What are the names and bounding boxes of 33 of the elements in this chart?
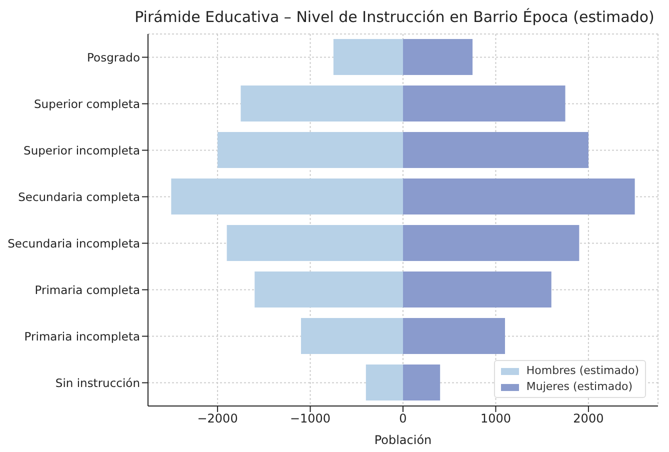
bar bbox=[403, 225, 580, 261]
bar bbox=[333, 39, 403, 75]
x-axis-title: Población bbox=[374, 433, 432, 447]
bar bbox=[218, 132, 403, 168]
bar bbox=[240, 86, 403, 122]
y-tick-label: Secundaria completa bbox=[18, 190, 140, 204]
bar bbox=[403, 318, 505, 354]
y-tick-label: Sin instrucción bbox=[55, 376, 140, 390]
y-tick-label: Primaria incompleta bbox=[24, 329, 140, 344]
x-tick-label: −2000 bbox=[197, 412, 238, 426]
bar bbox=[403, 178, 635, 214]
legend-label: Hombres (estimado) bbox=[525, 363, 639, 379]
bar bbox=[403, 132, 588, 168]
bar bbox=[226, 225, 403, 261]
y-tick-label: Superior completa bbox=[34, 96, 140, 111]
y-tick-label: Superior incompleta bbox=[24, 143, 140, 158]
bar bbox=[403, 272, 552, 308]
y-tick-label: Primaria completa bbox=[34, 282, 140, 297]
x-tick-label: 2000 bbox=[573, 412, 604, 426]
legend-label: Mujeres (estimado) bbox=[525, 379, 634, 395]
bar bbox=[403, 39, 473, 75]
x-tick-label: 0 bbox=[399, 412, 407, 426]
y-tick-label: Posgrado bbox=[87, 50, 140, 64]
x-tick-label: 1000 bbox=[480, 412, 511, 426]
y-tick-label: Secundaria incompleta bbox=[8, 236, 140, 250]
chart-title: Pirámide Educativa – Nivel de Instrucción en Barrio Época (estimado) bbox=[134, 8, 656, 28]
bar bbox=[254, 272, 403, 308]
x-tick-label: −1000 bbox=[290, 412, 331, 426]
bar bbox=[403, 86, 566, 122]
bar bbox=[403, 364, 440, 400]
bar bbox=[301, 318, 403, 354]
bar bbox=[366, 364, 403, 400]
bar bbox=[171, 178, 403, 214]
